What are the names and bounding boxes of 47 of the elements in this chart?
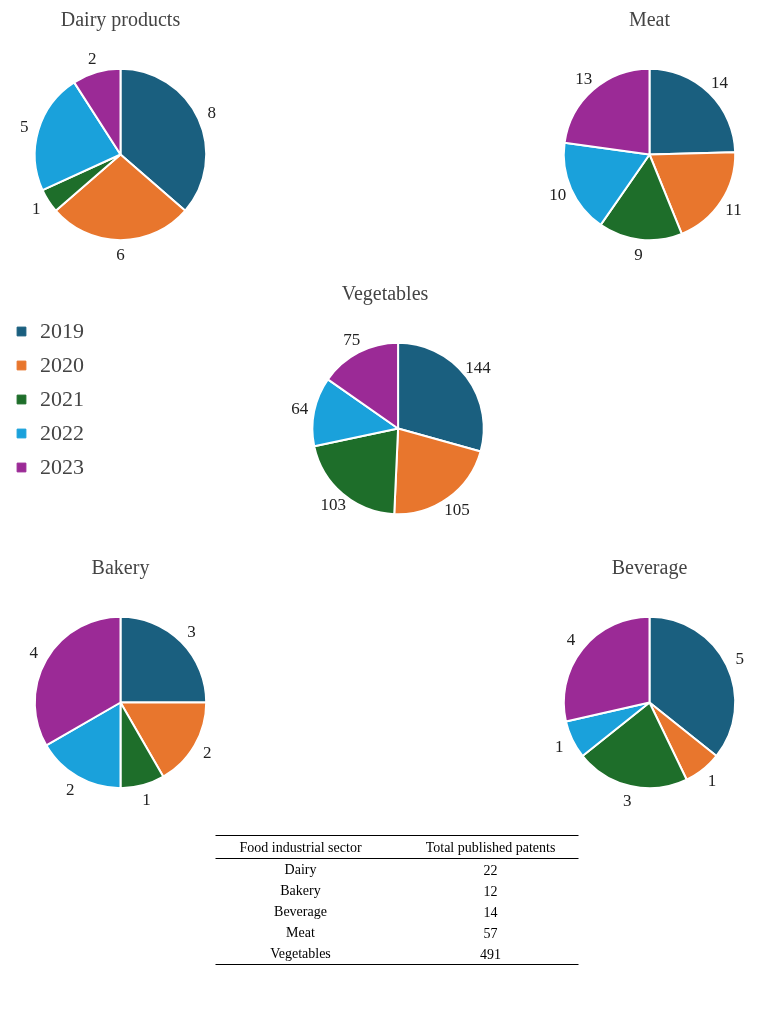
data-label: 8 [207, 103, 216, 123]
data-label: 6 [116, 245, 125, 265]
data-label: 144 [465, 358, 492, 378]
data-label: 64 [291, 398, 309, 418]
category-label: Meat [286, 925, 315, 940]
text: Food industrial sector [239, 840, 362, 855]
data-label: 1 [142, 789, 151, 809]
data-label: 3 [187, 622, 196, 642]
data-label: 4 [29, 642, 39, 662]
data-label: 14 [483, 904, 498, 920]
legend-label: 2023 [40, 454, 84, 480]
data-label: 14 [710, 73, 729, 93]
data-label: 2 [88, 48, 97, 68]
data-label: 4 [566, 630, 576, 650]
data-label: 9 [634, 244, 643, 264]
data-label: 12 [483, 883, 498, 899]
category-label: Dairy [284, 862, 317, 877]
data-label: 2 [66, 779, 75, 799]
legend-label: 2021 [40, 386, 84, 412]
category-label: Vegetables [270, 946, 331, 961]
data-label: 5 [735, 649, 745, 669]
chart-title: Bakery [91, 555, 150, 579]
data-label: 10 [549, 185, 567, 205]
legend-label: 2020 [40, 352, 84, 378]
data-label: 1 [554, 736, 564, 756]
data-label: 57 [483, 925, 498, 941]
data-label: 103 [320, 495, 346, 515]
data-label: 105 [444, 500, 470, 520]
data-label: 1 [707, 771, 717, 791]
data-label: 491 [480, 946, 501, 962]
data-label: 1 [31, 199, 41, 219]
data-label: 22 [483, 862, 498, 878]
category-label: Beverage [274, 904, 327, 919]
data-label: 5 [20, 116, 29, 136]
chart-title: Beverage [611, 555, 688, 579]
data-label: 13 [575, 69, 593, 89]
legend-label: 2022 [40, 420, 84, 446]
chart-title: Meat [628, 7, 671, 30]
legend-label: 2019 [40, 318, 84, 344]
data-label: 11 [725, 199, 742, 219]
chart-title: Dairy products [60, 7, 181, 31]
data-label: 75 [343, 330, 361, 350]
data-label: 3 [622, 790, 632, 810]
data-label: 2 [203, 743, 212, 763]
chart-title: Vegetables [341, 281, 429, 305]
category-label: Bakery [280, 883, 321, 898]
text: Total published patents [425, 840, 556, 855]
